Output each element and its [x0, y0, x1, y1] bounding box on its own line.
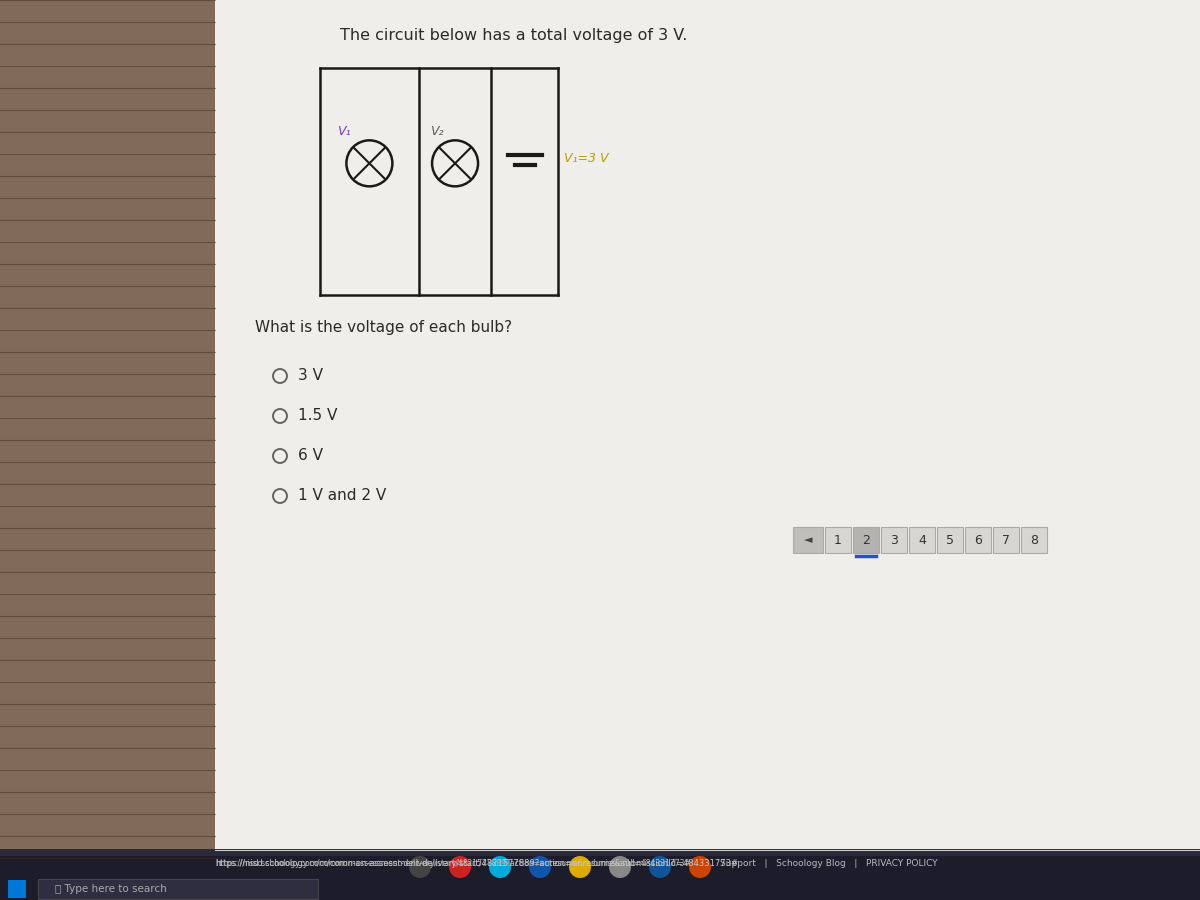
Bar [853, 527, 878, 553]
Text: 6 V: 6 V [298, 448, 323, 464]
Text: Support   |   Schoology Blog   |   PRIVACY POLICY: Support | Schoology Blog | PRIVACY POLIC… [720, 860, 937, 868]
Bar [0, 0, 215, 900]
Circle shape [610, 856, 631, 878]
Circle shape [490, 856, 511, 878]
Text: 🔍 Type here to search: 🔍 Type here to search [55, 884, 167, 894]
Circle shape [689, 856, 710, 878]
Bar [937, 527, 964, 553]
Bar [8, 880, 26, 898]
Text: V₂: V₂ [431, 125, 444, 138]
Circle shape [529, 856, 551, 878]
Text: 4: 4 [918, 534, 926, 546]
Text: 6: 6 [974, 534, 982, 546]
Bar [0, 878, 1200, 900]
Text: 5: 5 [946, 534, 954, 546]
Text: https://nisd.schoology.com/common-assessment-delivery/start/4821577889?action=on: https://nisd.schoology.com/common-assess… [215, 860, 738, 868]
Text: What is the voltage of each bulb?: What is the voltage of each bulb? [256, 320, 512, 335]
Text: 7: 7 [1002, 534, 1010, 546]
Bar [0, 849, 1200, 856]
Bar [38, 879, 318, 899]
Bar [910, 527, 935, 553]
Circle shape [649, 856, 671, 878]
Text: The circuit below has a total voltage of 3 V.: The circuit below has a total voltage of… [340, 28, 688, 43]
Text: ◄: ◄ [804, 535, 812, 545]
Text: 2: 2 [862, 534, 870, 546]
Text: 8: 8 [1030, 534, 1038, 546]
Circle shape [409, 856, 431, 878]
Bar [826, 527, 851, 553]
Circle shape [569, 856, 592, 878]
Bar [793, 527, 823, 553]
Text: 1: 1 [834, 534, 842, 546]
Text: 1.5 V: 1.5 V [298, 409, 337, 424]
Text: 3 V: 3 V [298, 368, 323, 383]
Bar [994, 527, 1019, 553]
Circle shape [449, 856, 470, 878]
Bar [1021, 527, 1046, 553]
Bar [215, 0, 1200, 850]
Bar [881, 527, 907, 553]
Bar [0, 856, 1200, 878]
Text: V₁: V₁ [337, 125, 350, 138]
Text: https://nisd.schoology.com/common-assessment-delivery/start/4821577889?action=on: https://nisd.schoology.com/common-assess… [215, 860, 691, 868]
Text: V₁=3 V: V₁=3 V [564, 152, 608, 165]
Text: 1 V and 2 V: 1 V and 2 V [298, 489, 386, 503]
Bar [965, 527, 991, 553]
Text: 3: 3 [890, 534, 898, 546]
Bar [0, 850, 1200, 878]
